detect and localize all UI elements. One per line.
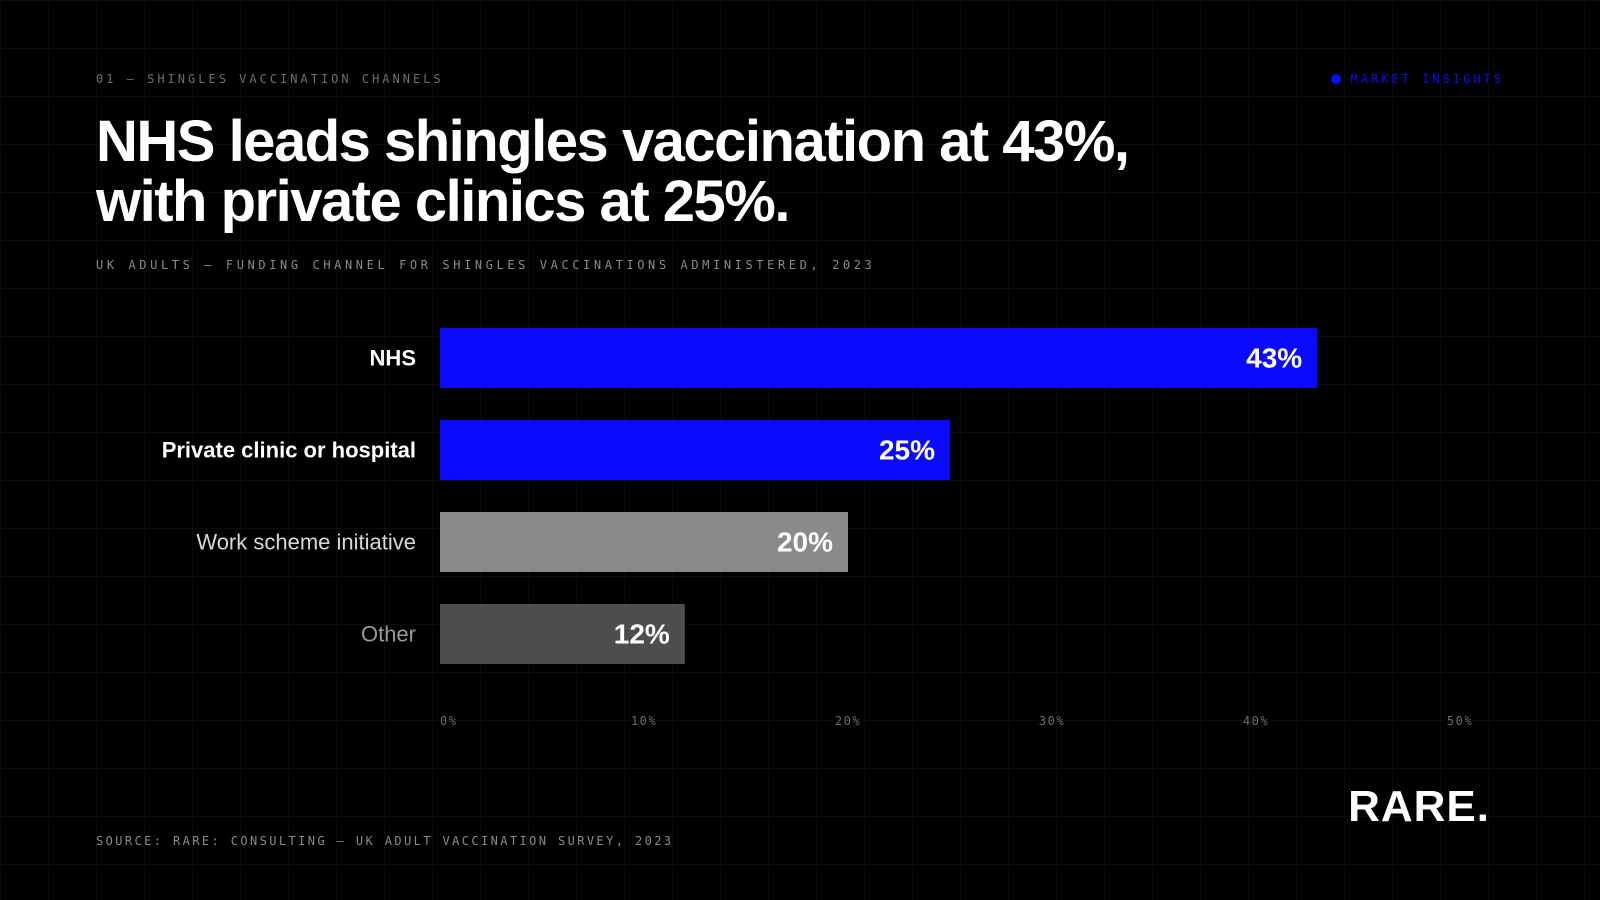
tag-label: MARKET INSIGHTS bbox=[1350, 72, 1504, 86]
x-tick-label: 0% bbox=[440, 714, 457, 728]
bar-nhs bbox=[440, 328, 1318, 388]
category-label: Other bbox=[361, 622, 416, 647]
bar-work-scheme-initiative bbox=[440, 512, 848, 572]
bar-value-label: 12% bbox=[614, 619, 670, 650]
x-tick-label: 40% bbox=[1243, 714, 1269, 728]
x-tick-label: 10% bbox=[631, 714, 657, 728]
chart-subtitle: UK ADULTS — FUNDING CHANNEL FOR SHINGLES… bbox=[96, 258, 876, 272]
headline-line-2: with private clinics at 25%. bbox=[96, 169, 790, 234]
x-tick-label: 50% bbox=[1447, 714, 1473, 728]
x-tick-label: 20% bbox=[835, 714, 861, 728]
headline: NHS leads shingles vaccination at 43%, w… bbox=[96, 112, 1396, 232]
category-tag: MARKET INSIGHTS bbox=[1330, 72, 1504, 86]
x-tick-label: 30% bbox=[1039, 714, 1065, 728]
bar-value-label: 25% bbox=[879, 435, 935, 466]
bar-private-clinic-or-hospital bbox=[440, 420, 950, 480]
category-label: Work scheme initiative bbox=[196, 530, 416, 555]
bar-other bbox=[440, 604, 685, 664]
category-label: Private clinic or hospital bbox=[162, 438, 416, 463]
source-note: SOURCE: RARE: CONSULTING — UK ADULT VACC… bbox=[96, 834, 674, 848]
tag-dot-icon bbox=[1330, 74, 1341, 84]
category-label: NHS bbox=[370, 346, 416, 371]
bar-value-label: 43% bbox=[1246, 343, 1302, 374]
brand-logo: RARE. bbox=[1348, 782, 1490, 831]
section-eyebrow: 01 — SHINGLES VACCINATION CHANNELS bbox=[96, 72, 444, 86]
headline-line-1: NHS leads shingles vaccination at 43%, bbox=[96, 109, 1130, 174]
bar-value-label: 20% bbox=[777, 527, 833, 558]
